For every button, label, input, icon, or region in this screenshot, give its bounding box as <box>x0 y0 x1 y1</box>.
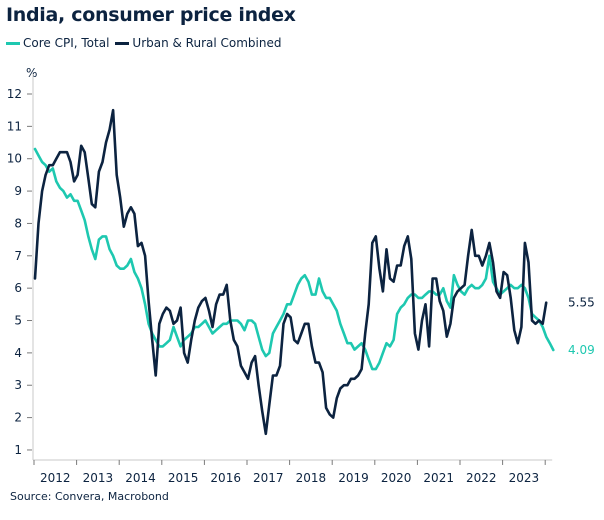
end-value-label-urban-rural: 5.55 <box>568 296 595 310</box>
x-tick-label: 2012 <box>40 471 71 485</box>
legend-item-urban-rural: Urban & Rural Combined <box>115 36 282 50</box>
y-tick-label: 1 <box>14 443 22 457</box>
source-note: Source: Convera, Macrobond <box>10 490 169 503</box>
legend: Core CPI, Total Urban & Rural Combined <box>6 36 282 50</box>
x-tick-label: 2017 <box>253 471 284 485</box>
legend-swatch-core-cpi <box>6 41 20 45</box>
y-tick-label: 6 <box>14 281 22 295</box>
x-tick-label: 2015 <box>168 471 199 485</box>
x-tick-label: 2022 <box>466 471 497 485</box>
legend-label-core-cpi: Core CPI, Total <box>23 36 110 50</box>
y-tick-label: 3 <box>14 378 22 392</box>
x-tick-label: 2020 <box>381 471 412 485</box>
y-tick-label: 4 <box>14 346 22 360</box>
x-tick-label: 2019 <box>338 471 369 485</box>
series-line-urban-rural <box>33 108 548 436</box>
legend-label-urban-rural: Urban & Rural Combined <box>132 36 282 50</box>
y-tick-label: 2 <box>14 411 22 425</box>
end-value-label-core-cpi: 4.09 <box>568 343 595 357</box>
y-tick-label: 5 <box>14 314 22 328</box>
y-tick-label: 11 <box>7 119 22 133</box>
legend-swatch-urban-rural <box>115 41 130 45</box>
chart-title: India, consumer price index <box>6 4 296 26</box>
x-tick-label: 2014 <box>125 471 156 485</box>
legend-item-core-cpi: Core CPI, Total <box>6 36 109 50</box>
y-axis-unit-label: % <box>26 66 37 80</box>
y-tick-label: 12 <box>7 87 22 101</box>
end-labels: 4.09 5.55 <box>568 296 595 357</box>
y-tick-label: 10 <box>7 152 22 166</box>
x-tick-label: 2018 <box>296 471 327 485</box>
y-tick-label: 8 <box>14 216 22 230</box>
x-tick-label: 2013 <box>83 471 114 485</box>
series-lines <box>33 108 555 436</box>
y-tick-label: 9 <box>14 184 22 198</box>
y-tick-label: 7 <box>14 249 22 263</box>
x-tick-label: 2021 <box>423 471 454 485</box>
x-tick-label: 2016 <box>210 471 241 485</box>
x-tick-label: 2023 <box>509 471 540 485</box>
series-line-core-cpi <box>33 147 555 371</box>
